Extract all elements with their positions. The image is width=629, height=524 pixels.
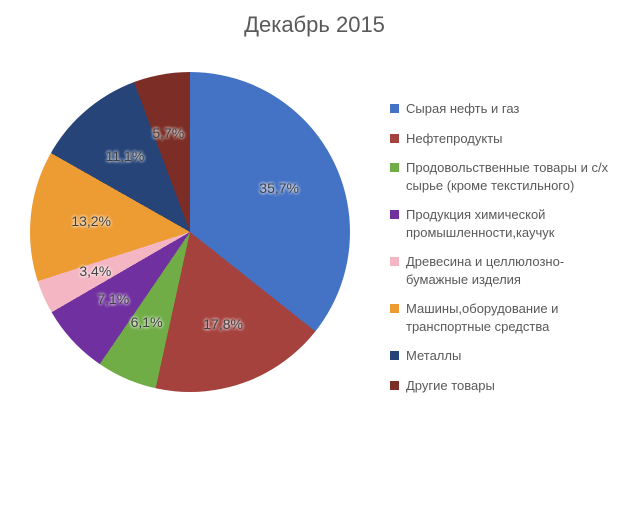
legend-text: Металлы	[406, 347, 620, 365]
legend-text: Продовольственные товары и с/х сырье (кр…	[406, 159, 620, 194]
chart-title: Декабрь 2015	[0, 12, 629, 38]
chart-container: Декабрь 2015 35,7% 17,8% 6,1% 7,1% 3,4% …	[0, 0, 629, 524]
legend-item: Продукция химической промышленности,кауч…	[390, 206, 620, 241]
legend-swatch	[390, 351, 399, 360]
legend-swatch	[390, 104, 399, 113]
slice-label-7: 5,7%	[152, 125, 184, 141]
slice-label-4: 3,4%	[79, 263, 111, 279]
legend-text: Машины,оборудование и транспортные средс…	[406, 300, 620, 335]
legend-text: Сырая нефть и газ	[406, 100, 620, 118]
legend-item: Продовольственные товары и с/х сырье (кр…	[390, 159, 620, 194]
legend-item: Нефтепродукты	[390, 130, 620, 148]
legend-swatch	[390, 134, 399, 143]
legend-text: Продукция химической промышленности,кауч…	[406, 206, 620, 241]
legend-text: Другие товары	[406, 377, 620, 395]
pie-chart-area: 35,7% 17,8% 6,1% 7,1% 3,4% 13,2% 11,1% 5…	[30, 72, 350, 392]
legend-swatch	[390, 210, 399, 219]
legend-item: Сырая нефть и газ	[390, 100, 620, 118]
legend-item: Другие товары	[390, 377, 620, 395]
legend-swatch	[390, 257, 399, 266]
legend-text: Древесина и целлюлозно-бумажные изделия	[406, 253, 620, 288]
slice-label-1: 17,8%	[203, 316, 243, 332]
legend-item: Машины,оборудование и транспортные средс…	[390, 300, 620, 335]
pie-chart	[30, 72, 350, 392]
legend-swatch	[390, 381, 399, 390]
legend-swatch	[390, 304, 399, 313]
slice-label-0: 35,7%	[259, 180, 299, 196]
legend: Сырая нефть и газ Нефтепродукты Продовол…	[390, 100, 620, 407]
legend-swatch	[390, 163, 399, 172]
legend-text: Нефтепродукты	[406, 130, 620, 148]
slice-label-5: 13,2%	[71, 213, 111, 229]
slice-label-2: 6,1%	[131, 314, 163, 330]
legend-item: Металлы	[390, 347, 620, 365]
slice-label-6: 11,1%	[106, 148, 145, 164]
legend-item: Древесина и целлюлозно-бумажные изделия	[390, 253, 620, 288]
slice-label-3: 7,1%	[97, 291, 129, 307]
